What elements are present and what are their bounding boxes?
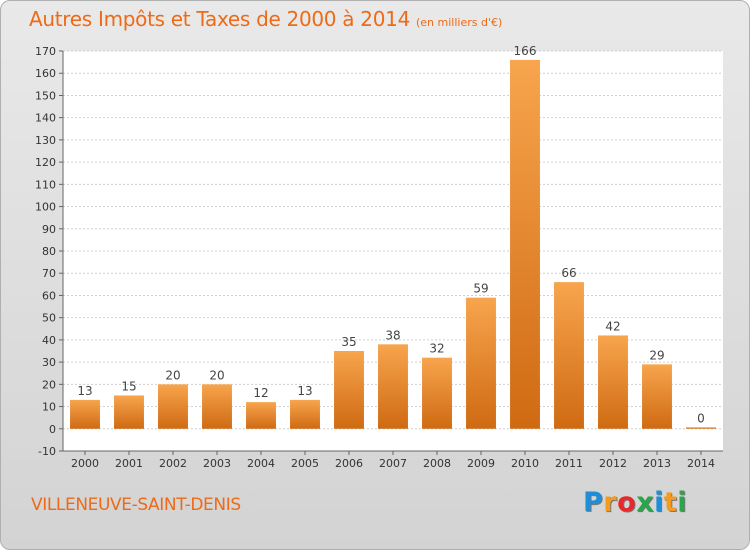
y-tick-label: 170 [35,45,56,58]
bar-2001 [114,395,144,429]
proxiti-logo[interactable]: Proxiti [583,487,687,518]
value-label-2005: 13 [297,384,312,398]
y-tick-label: 120 [35,156,56,169]
value-label-2014: 0 [697,411,705,425]
brand-letter: P [583,487,604,518]
bar-2009 [466,297,496,429]
x-tick-label-2005: 2005 [291,457,319,470]
bar-2006 [334,351,364,429]
bar-2013 [642,364,672,429]
bar-2014 [686,427,716,429]
value-label-2004: 12 [253,386,268,400]
value-labels: 13 15 20 20 12 13 35 38 32 59 166 66 42 29 0 [77,44,704,425]
y-tick-label: 110 [35,178,56,191]
commune-name: VILLENEUVE-SAINT-DENIS [31,495,241,515]
value-label-2003: 20 [209,368,224,382]
x-tick-label-2012: 2012 [599,457,627,470]
y-tick-label: 10 [42,401,56,414]
y-tick-label: 150 [35,89,56,102]
brand-letter: i [654,487,664,518]
x-tick-label-2001: 2001 [115,457,143,470]
x-tick-label-2008: 2008 [423,457,451,470]
bar-2012 [598,335,628,429]
bar-2003 [202,384,232,429]
x-tick-label-2007: 2007 [379,457,407,470]
value-label-2000: 13 [77,384,92,398]
bar-2005 [290,399,320,429]
bar-2008 [422,357,452,429]
value-label-2002: 20 [165,368,180,382]
y-tick-label: 90 [42,223,56,236]
bar-2011 [554,282,584,429]
bar-2010 [510,59,540,429]
bar-2000 [70,399,100,429]
y-tick-label: 50 [42,312,56,325]
value-label-2010: 166 [514,44,537,58]
x-tick-label-2002: 2002 [159,457,187,470]
x-tick-label-2000: 2000 [71,457,99,470]
x-tick-label-2006: 2006 [335,457,363,470]
brand-letter: o [617,487,637,518]
brand-letter: t [663,487,678,518]
bar-2007 [378,344,408,429]
y-tick-label: 40 [42,334,56,347]
x-tick-label-2009: 2009 [467,457,495,470]
value-label-2012: 42 [605,319,620,333]
y-tick-label: -10 [38,445,56,458]
y-tick-label: 70 [42,267,56,280]
y-tick-label: 80 [42,245,56,258]
y-tick-label: 0 [49,423,56,436]
chart-subtitle: (en milliers d'€) [416,16,503,29]
x-tick-label-2003: 2003 [203,457,231,470]
value-label-2001: 15 [121,379,136,393]
brand-letter: r [603,487,618,518]
title-text: Autres Impôts et Taxes de 2000 à 2014 [29,7,410,31]
x-tick-label-2014: 2014 [687,457,715,470]
x-axis: 2000 2001 2002 2003 2004 2005 2006 2007 2008 2009… [71,451,715,470]
x-tick-label-2010: 2010 [511,457,539,470]
value-label-2013: 29 [649,348,664,362]
x-tick-label-2013: 2013 [643,457,671,470]
value-label-2007: 38 [385,328,400,342]
bar-2004 [246,402,276,429]
bars [70,59,716,429]
x-tick-label-2004: 2004 [247,457,275,470]
brand-letter: x [636,487,655,518]
chart-title: Autres Impôts et Taxes de 2000 à 2014 (en… [29,7,502,31]
y-tick-label: 160 [35,67,56,80]
value-label-2011: 66 [561,266,576,280]
y-tick-label: 30 [42,356,56,369]
y-tick-label: 100 [35,201,56,214]
value-label-2006: 35 [341,335,356,349]
y-tick-label: 20 [42,378,56,391]
brand-letter: i [677,487,688,518]
value-label-2009: 59 [473,282,488,296]
y-tick-label: 60 [42,289,56,302]
value-label-2008: 32 [429,342,444,356]
bar-chart: -100102030405060708090100110120130140150… [35,44,723,470]
y-tick-label: 140 [35,112,56,125]
bar-2002 [158,384,188,429]
y-tick-label: 130 [35,134,56,147]
x-tick-label-2011: 2011 [555,457,583,470]
